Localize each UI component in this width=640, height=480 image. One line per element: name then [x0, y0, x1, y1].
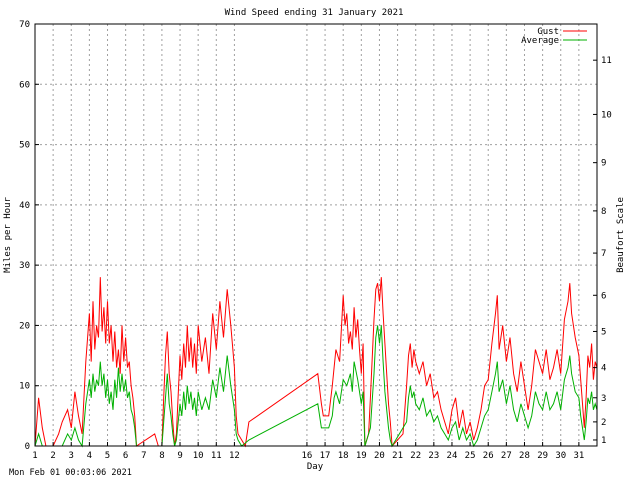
beaufort-tick-label: 8 [601, 207, 606, 217]
beaufort-tick-label: 7 [601, 249, 606, 259]
x-tick-label: 11 [211, 451, 222, 461]
x-tick-label: 17 [320, 451, 331, 461]
y-tick-label: 70 [19, 20, 30, 30]
beaufort-tick-label: 6 [601, 291, 606, 301]
x-tick-label: 8 [159, 451, 164, 461]
y-tick-label: 40 [19, 201, 30, 211]
x-tick-label: 12 [229, 451, 240, 461]
x-tick-label: 5 [105, 451, 110, 461]
x-tick-label: 23 [428, 451, 439, 461]
x-tick-label: 25 [465, 451, 476, 461]
x-tick-label: 21 [392, 451, 403, 461]
x-tick-label: 2 [50, 451, 55, 461]
x-tick-label: 10 [193, 451, 204, 461]
x-axis-ticks: 1 2 3 4 5 6 7 8 9 10 11 12 16 17 18 19 20 21 22 23 24 25 26 27 2… [32, 442, 584, 461]
x-axis-label: Day [307, 462, 324, 472]
generated-timestamp: Mon Feb 01 00:03:06 2021 [9, 468, 132, 478]
x-tick-label: 1 [32, 451, 37, 461]
beaufort-tick-label: 9 [601, 159, 606, 169]
x-tick-label: 31 [573, 451, 584, 461]
x-tick-label: 9 [177, 451, 182, 461]
x-tick-label: 30 [555, 451, 566, 461]
beaufort-tick-label: 1 [601, 436, 606, 446]
y-tick-label: 50 [19, 141, 30, 151]
y-axis-label: Miles per Hour [3, 196, 13, 272]
grid [35, 24, 597, 446]
x-tick-label: 16 [302, 451, 313, 461]
beaufort-axis-ticks: 1 2 3 4 5 6 7 8 9 10 11 [593, 56, 612, 446]
series-line-gust [34, 277, 598, 448]
beaufort-tick-label: 10 [601, 110, 612, 120]
y2-axis-label: Beaufort Scale [616, 197, 626, 273]
chart-title: Wind Speed ending 31 January 2021 [225, 8, 404, 18]
x-tick-label: 24 [447, 451, 458, 461]
x-tick-label: 18 [338, 451, 349, 461]
y-tick-label: 10 [19, 382, 30, 392]
y-tick-label: 0 [25, 442, 30, 452]
x-tick-label: 27 [501, 451, 512, 461]
series-lines [34, 277, 598, 448]
x-tick-label: 22 [410, 451, 421, 461]
beaufort-tick-label: 5 [601, 327, 606, 337]
y-tick-label: 60 [19, 80, 30, 90]
series-line-average [34, 325, 598, 448]
beaufort-tick-label: 11 [601, 56, 612, 66]
legend-label-average: Average [521, 36, 559, 46]
x-tick-label: 20 [374, 451, 385, 461]
x-tick-label: 7 [141, 451, 146, 461]
x-tick-label: 19 [356, 451, 367, 461]
x-tick-label: 29 [537, 451, 548, 461]
x-tick-label: 4 [87, 451, 92, 461]
y-axis-ticks: 0 10 20 30 40 50 60 70 [19, 20, 39, 452]
beaufort-tick-label: 2 [601, 418, 606, 428]
beaufort-tick-label: 3 [601, 394, 606, 404]
legend-label-gust: Gust [537, 27, 559, 37]
beaufort-tick-label: 4 [601, 364, 606, 374]
plot-frame [34, 23, 598, 447]
x-tick-label: 3 [69, 451, 74, 461]
y-tick-label: 30 [19, 261, 30, 271]
y-tick-label: 20 [19, 321, 30, 331]
legend: Gust Average [521, 27, 587, 46]
x-tick-label: 6 [123, 451, 128, 461]
x-tick-label: 26 [483, 451, 494, 461]
x-tick-label: 28 [519, 451, 530, 461]
